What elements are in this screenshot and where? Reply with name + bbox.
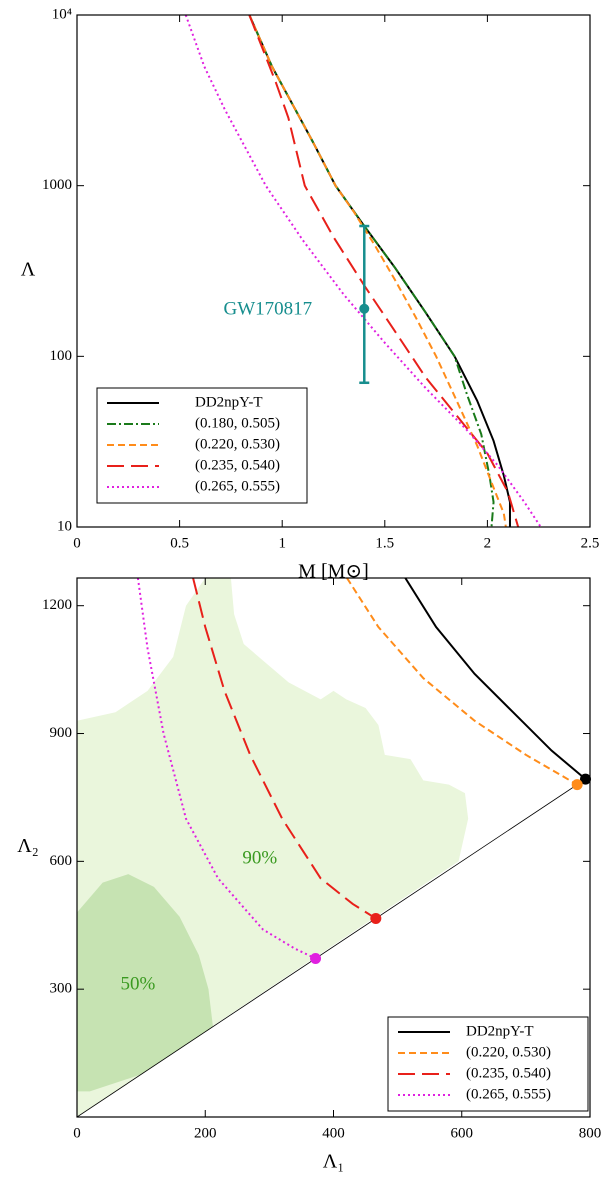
annotation: 50%: [121, 973, 156, 994]
series-line: [184, 15, 542, 527]
y-tick-label: 10: [57, 518, 72, 534]
series-line: [404, 578, 587, 780]
y-tick-label: 1200: [42, 597, 72, 613]
x-tick-label: 1.5: [375, 535, 394, 551]
x-axis-label: M [M⊙]: [298, 561, 369, 583]
y-tick-label: 10⁴: [52, 6, 72, 22]
y-tick-label: 100: [50, 348, 73, 364]
y-axis-label: Λ: [21, 259, 36, 281]
x-tick-label: 2: [484, 535, 492, 551]
series-line: [248, 15, 507, 527]
y-tick-label: 1000: [42, 177, 72, 193]
series-line: [346, 578, 578, 786]
legend-label: DD2npY-T: [195, 394, 263, 410]
legend-label: (0.180, 0.505): [195, 415, 280, 431]
x-tick-label: 0: [73, 535, 81, 551]
legend-label: (0.220, 0.530): [195, 436, 280, 452]
y-tick-label: 900: [50, 725, 73, 741]
x-tick-label: 800: [579, 1125, 602, 1141]
plot-area: [184, 15, 542, 527]
x-tick-label: 200: [194, 1125, 217, 1141]
y-tick-label: 600: [50, 853, 73, 869]
x-tick-label: 0.5: [170, 535, 189, 551]
endpoint-marker: [571, 779, 583, 791]
series-line: [248, 15, 495, 527]
plot-area: [77, 578, 590, 1117]
x-tick-label: 0: [73, 1125, 81, 1141]
x-axis-label: Λ₁: [323, 1151, 344, 1173]
x-tick-label: 2.5: [581, 535, 600, 551]
series-line: [192, 578, 377, 920]
legend-label: (0.220, 0.530): [466, 1044, 551, 1060]
endpoint-marker: [370, 912, 382, 924]
y-axis-label: Λ₂: [17, 835, 38, 857]
annotation: 90%: [242, 848, 277, 869]
x-tick-label: 600: [451, 1125, 474, 1141]
series-line: [248, 15, 520, 527]
x-tick-label: 1: [278, 535, 286, 551]
error-point: [359, 303, 370, 314]
legend-label: (0.235, 0.540): [466, 1065, 551, 1081]
endpoint-marker: [310, 952, 322, 964]
legend-label: (0.235, 0.540): [195, 457, 280, 473]
equal-mass-line: [77, 775, 590, 1117]
x-tick-label: 400: [322, 1125, 345, 1141]
credible-region: [77, 874, 213, 1092]
y-tick-label: 300: [50, 981, 73, 997]
legend-label: DD2npY-T: [466, 1023, 534, 1039]
annotation: GW170817: [224, 298, 313, 319]
legend-label: (0.265, 0.555): [195, 478, 280, 494]
series-line: [136, 578, 316, 960]
plot-frame: [76, 14, 591, 528]
legend-label: (0.265, 0.555): [466, 1086, 551, 1102]
endpoint-marker: [580, 773, 592, 785]
